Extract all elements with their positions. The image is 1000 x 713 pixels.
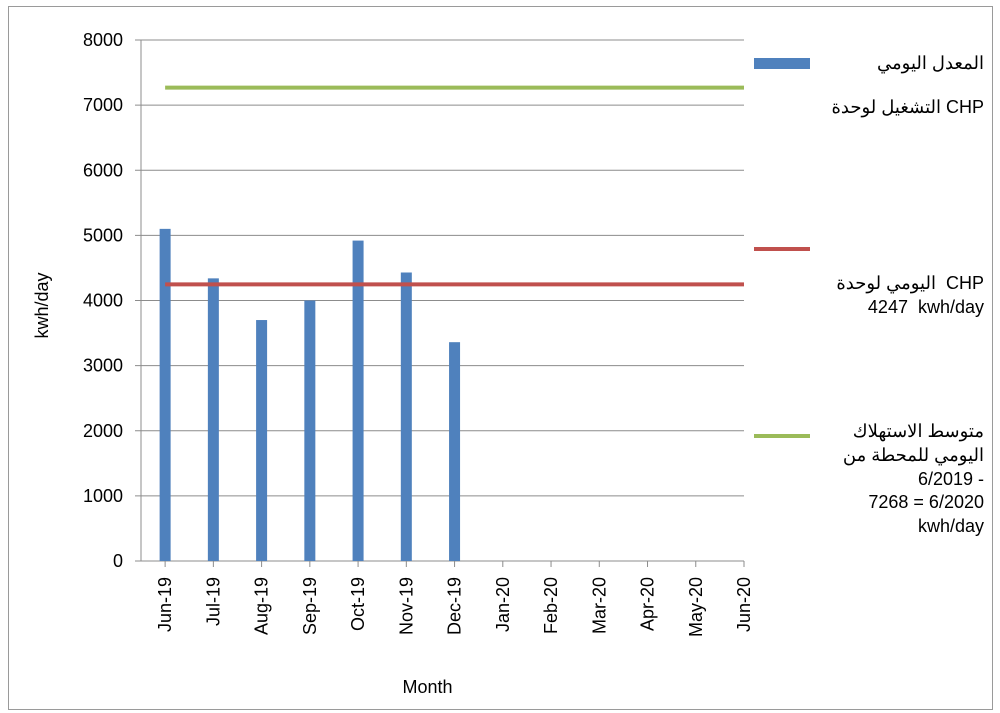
legend-line: متوسط الاستهلاك xyxy=(852,421,984,441)
legend-line: المعدل اليومي xyxy=(877,53,984,73)
legend-line: اليومي للمحطة من xyxy=(842,444,984,465)
chart-frame xyxy=(8,6,993,710)
y-tick-label: 4000 xyxy=(83,291,123,311)
x-tick-label: Jul-19 xyxy=(203,577,223,626)
bar xyxy=(304,300,316,561)
legend-line: 4247 kwh/day xyxy=(867,296,984,317)
legend-line: 6/2019 - xyxy=(917,468,984,489)
y-tick-label: 3000 xyxy=(83,356,123,376)
bar xyxy=(352,240,364,561)
legend-line: اليومي لوحدة CHP xyxy=(836,273,984,293)
legend-line: kwh/day xyxy=(917,516,984,536)
x-tick-label: Feb-20 xyxy=(541,577,561,634)
x-tick-label: May-20 xyxy=(686,577,706,637)
x-tick-label: Sep-19 xyxy=(300,577,320,635)
x-tick-label: Jun-19 xyxy=(155,577,175,632)
bar xyxy=(400,272,412,561)
legend-label-green-line: متوسط الاستهلاك اليومي للمحطة من 6/2019 … xyxy=(843,420,984,539)
legend-label-bar: المعدل اليومي التشغيل لوحدة CHP xyxy=(831,52,984,120)
x-tick-label: Oct-19 xyxy=(348,577,368,631)
y-axis-title: kwh/day xyxy=(32,272,52,338)
legend-label-red-line: اليومي لوحدة CHP 4247 kwh/day xyxy=(836,272,984,320)
x-tick-label: Aug-19 xyxy=(252,577,272,635)
legend-line: التشغيل لوحدة CHP xyxy=(831,96,984,117)
legend-line: 7268 = 6/2020 xyxy=(868,492,984,513)
y-tick-label: 7000 xyxy=(83,95,123,115)
y-tick-label: 2000 xyxy=(83,421,123,441)
y-tick-label: 0 xyxy=(113,551,123,571)
bar xyxy=(449,342,461,561)
x-tick-label: Jun-20 xyxy=(734,577,754,632)
bar xyxy=(207,278,219,561)
y-tick-label: 8000 xyxy=(83,30,123,50)
x-axis-title: Month xyxy=(402,677,452,697)
legend-swatch-bar xyxy=(754,58,810,69)
x-tick-label: Dec-19 xyxy=(445,577,465,635)
x-tick-label: Mar-20 xyxy=(589,577,609,634)
x-tick-label: Jan-20 xyxy=(493,577,513,632)
x-tick-label: Apr-20 xyxy=(638,577,658,631)
x-tick-label: Nov-19 xyxy=(396,577,416,635)
bar xyxy=(159,228,171,562)
y-tick-label: 6000 xyxy=(83,160,123,180)
y-tick-label: 1000 xyxy=(83,486,123,506)
bar xyxy=(256,320,268,561)
y-tick-label: 5000 xyxy=(83,225,123,245)
